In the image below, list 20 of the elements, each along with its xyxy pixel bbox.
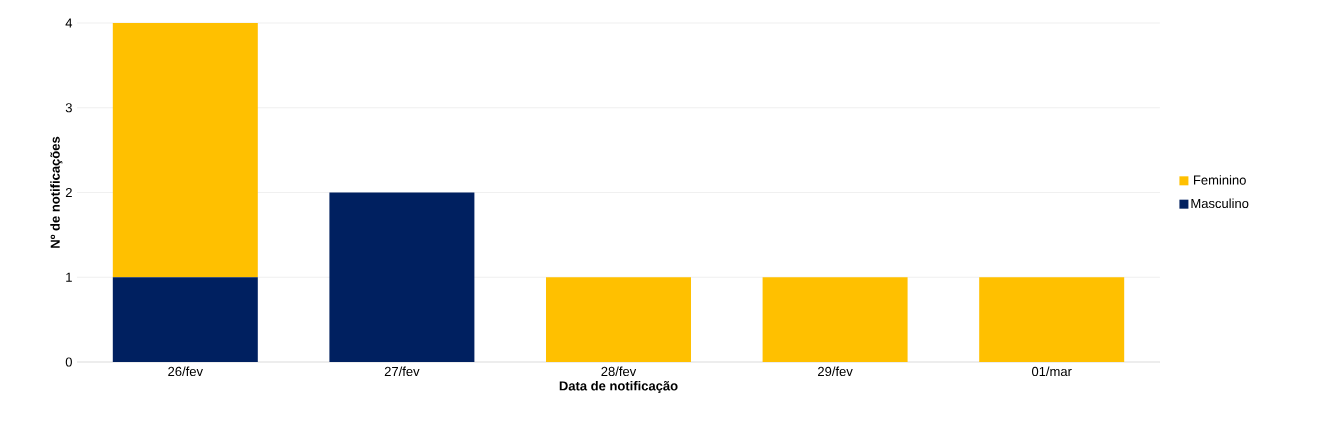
legend-label: Feminino — [1194, 175, 1246, 185]
y-axis-title: Nº de notificações — [50, 136, 63, 248]
y-tick-label: 1 — [66, 272, 72, 282]
x-tick-label: 01/mar — [1031, 366, 1072, 377]
bar — [762, 277, 908, 362]
x-tick-label: 29/fev — [818, 366, 853, 377]
bar — [979, 277, 1125, 362]
bar — [112, 277, 258, 362]
legend-label: Masculino — [1191, 198, 1249, 209]
bar — [329, 192, 475, 362]
y-tick-label: 2 — [65, 187, 72, 198]
bar — [546, 277, 691, 362]
x-tick-label: 28/fev — [601, 366, 637, 377]
bar — [112, 23, 258, 278]
x-axis-title: Data de notificação — [559, 380, 678, 394]
x-tick-label: 27/fev — [384, 366, 420, 377]
y-tick-label: 3 — [65, 103, 72, 113]
y-tick-label: 0 — [65, 357, 72, 367]
x-tick-label: 26/fev — [168, 366, 203, 377]
y-tick-label: 4 — [65, 18, 73, 28]
